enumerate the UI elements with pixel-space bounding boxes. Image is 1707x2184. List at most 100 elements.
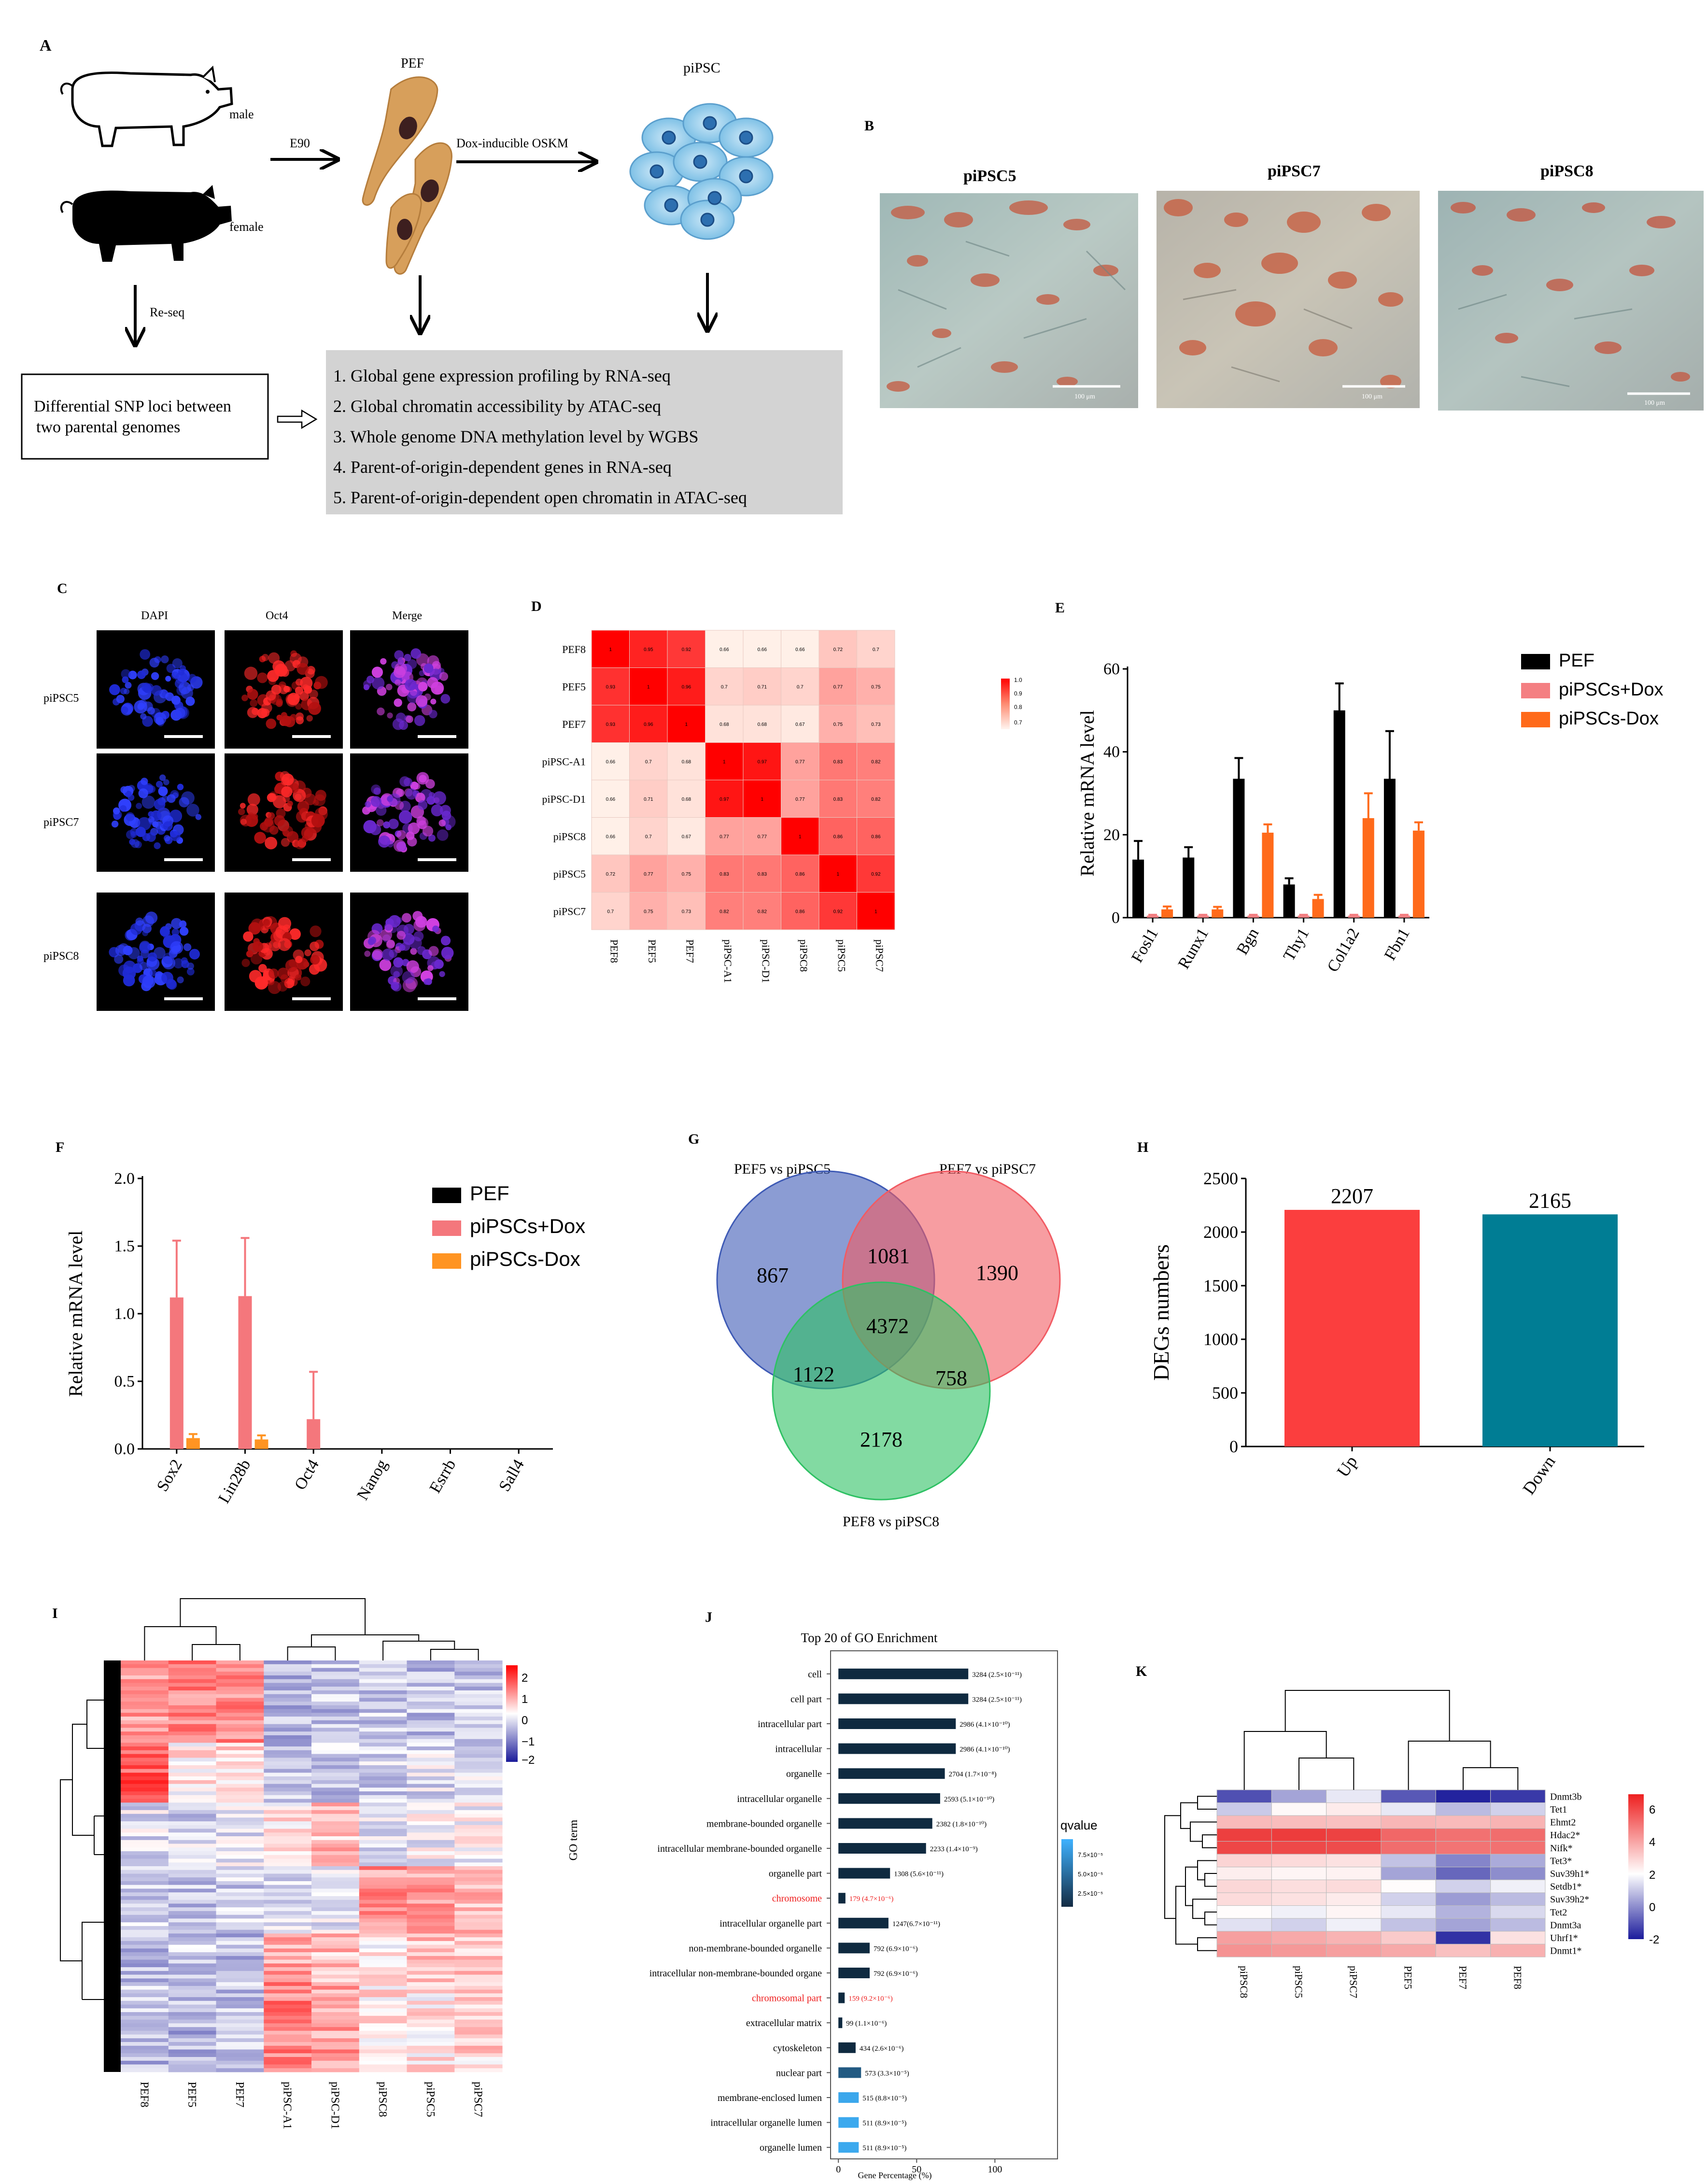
- i-cell: [121, 1870, 169, 1874]
- i-cell: [454, 1713, 503, 1717]
- i-cell: [168, 1963, 217, 1968]
- i-cell: [121, 1926, 169, 1930]
- k-cell: [1381, 1892, 1436, 1906]
- i-cell: [407, 1941, 455, 1945]
- i-cell: [264, 1985, 312, 1990]
- i-cell: [311, 2068, 360, 2072]
- d-cell-value: 0.75: [644, 909, 653, 914]
- i-cell: [168, 1941, 217, 1945]
- i-cell: [454, 1844, 503, 1848]
- i-cell: [359, 1780, 408, 1785]
- c-nucleus: [296, 716, 304, 724]
- c-nucleus: [154, 798, 166, 810]
- i-cell: [359, 1896, 408, 1900]
- i-cell: [121, 2045, 169, 2050]
- c-nucleus: [278, 938, 291, 951]
- i-cell: [454, 1937, 503, 1942]
- i-cell: [407, 1873, 455, 1878]
- j-bar: [838, 1818, 932, 1829]
- x-tick-label: Lin28b: [215, 1457, 254, 1507]
- i-cell: [216, 1862, 264, 1867]
- i-cell: [454, 1982, 503, 1986]
- panel-d: D 1 0.95 0.92 0.66 0.66 0.66 0.72 0.7PEF8PEF80.…: [531, 598, 1022, 983]
- i-cell: [121, 1817, 169, 1822]
- i-cell: [407, 2019, 455, 2024]
- c-nucleus: [406, 788, 417, 800]
- d-cell: [857, 742, 895, 780]
- i-cell: [311, 1817, 360, 1822]
- k-cell: [1216, 1867, 1272, 1880]
- i-cell: [454, 1784, 503, 1788]
- c-nucleus: [171, 928, 180, 936]
- i-cell: [264, 1989, 312, 1994]
- i-cell: [121, 1799, 169, 1803]
- i-cell: [454, 1896, 503, 1900]
- c-nucleus: [425, 978, 432, 985]
- j-bar-label: 2986 (4.1×10⁻¹⁰): [959, 1746, 1010, 1754]
- d-col-label: piPSC-D1: [760, 939, 772, 983]
- i-cell: [168, 1713, 217, 1717]
- correlation-heatmap: 1 0.95 0.92 0.66 0.66 0.66 0.72 0.7PEF8PEF80.93…: [542, 630, 895, 983]
- c-nucleus: [129, 838, 136, 845]
- d-cell-value: 0.73: [682, 909, 691, 914]
- k-cell: [1216, 1854, 1272, 1868]
- i-cell: [216, 1918, 264, 1923]
- k-cell: [1381, 1867, 1436, 1880]
- k-cell: [1326, 1931, 1382, 1944]
- h-bar-value: 2207: [1331, 1184, 1373, 1208]
- c-nucleus: [310, 941, 320, 951]
- i-cell: [407, 1952, 455, 1957]
- c-nucleus: [240, 819, 247, 825]
- i-cell: [359, 1858, 408, 1863]
- d-cell-value: 0.86: [795, 909, 805, 914]
- i-cell: [121, 1982, 169, 1986]
- c-nucleus: [116, 695, 125, 704]
- i-cell: [311, 1997, 360, 2001]
- i-cell: [311, 2023, 360, 2028]
- i-cell: [168, 1903, 217, 1908]
- d-cell: [705, 667, 744, 706]
- i-cell: [359, 1787, 408, 1792]
- i-cell: [407, 1702, 455, 1706]
- k-cell: [1381, 1943, 1436, 1957]
- i-cell: [311, 1896, 360, 1900]
- c-nucleus: [428, 834, 436, 842]
- i-cell: [168, 2045, 217, 2050]
- bar-piPSCs+Dox: [1197, 915, 1209, 918]
- i-cell: [216, 1881, 264, 1886]
- d-cell: [781, 892, 819, 930]
- d-cell-value: 0.75: [871, 684, 881, 690]
- c-nucleus: [257, 672, 268, 683]
- i-cell: [168, 1780, 217, 1785]
- d-cell: [705, 892, 744, 930]
- pef-label: PEF: [401, 56, 424, 71]
- i-cell: [216, 2034, 264, 2039]
- i-cell: [454, 1795, 503, 1799]
- h-bar-up: [1284, 1210, 1420, 1447]
- i-cell: [454, 1881, 503, 1886]
- k-gene-label: Dnmt3b: [1550, 1791, 1582, 1802]
- i-cell: [407, 1888, 455, 1893]
- i-cell: [407, 1773, 455, 1777]
- i-cell: [407, 1997, 455, 2001]
- i-cell: [264, 1787, 312, 1792]
- i-cell: [264, 1974, 312, 1979]
- i-cell: [216, 1709, 264, 1713]
- i-cell: [264, 1743, 312, 1747]
- i-cell: [168, 1739, 217, 1743]
- k-cell: [1216, 1828, 1272, 1842]
- d-cell-value: 1: [799, 834, 802, 839]
- i-cell: [407, 1933, 455, 1938]
- i-cell: [121, 1903, 169, 1908]
- i-cell: [311, 1933, 360, 1938]
- i-cell: [454, 1750, 503, 1755]
- i-cell: [264, 2060, 312, 2065]
- k-cell: [1271, 1815, 1327, 1829]
- c-nucleus: [167, 794, 176, 803]
- i-cell: [311, 1694, 360, 1698]
- i-cell: [168, 1690, 217, 1695]
- i-cell: [407, 1971, 455, 1975]
- x-tick-label: Col1a2: [1324, 925, 1363, 976]
- d-cell: [857, 705, 895, 743]
